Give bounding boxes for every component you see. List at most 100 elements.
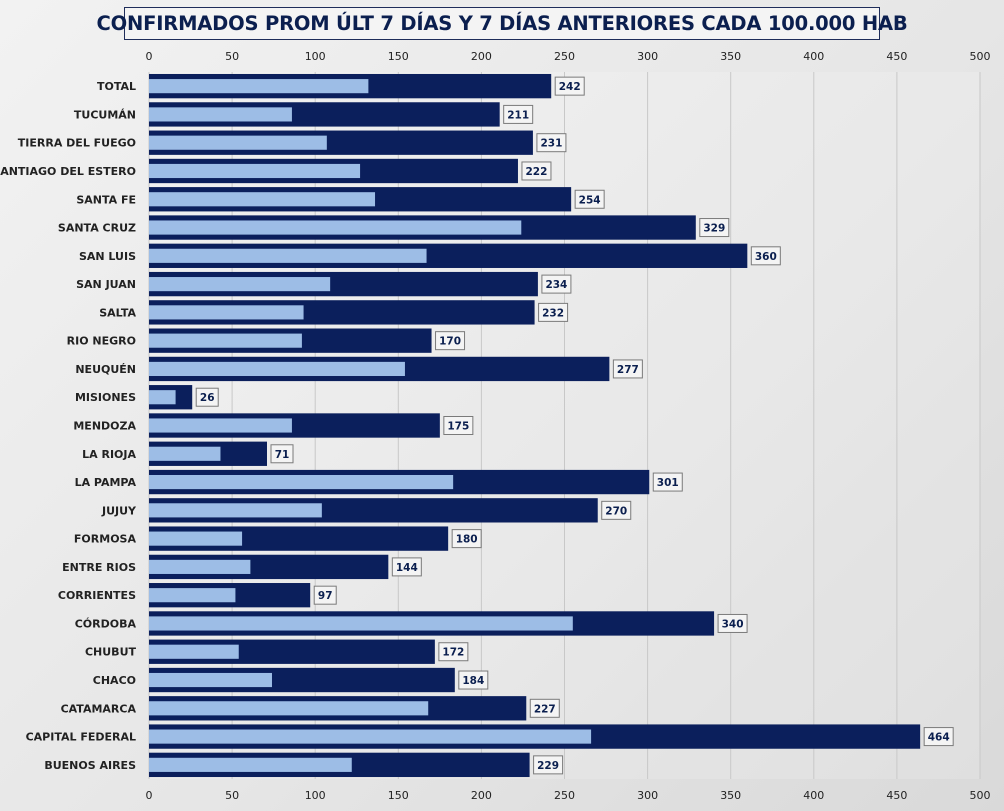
x-tick-label-top: 250 xyxy=(554,50,575,63)
bar-previous xyxy=(149,418,292,433)
category-label: CATAMARCA xyxy=(61,702,137,715)
category-label: FORMOSA xyxy=(74,533,137,546)
bar-previous xyxy=(149,503,322,518)
data-label: 222 xyxy=(526,166,548,178)
data-label-box xyxy=(699,218,730,238)
data-label: 270 xyxy=(605,505,627,517)
bar-previous xyxy=(149,305,304,320)
data-label-box xyxy=(458,670,489,690)
data-label-box xyxy=(536,133,567,153)
x-tick-label-bottom: 250 xyxy=(554,789,575,802)
bar-previous xyxy=(149,474,454,490)
bar-previous xyxy=(149,79,369,94)
data-label-box xyxy=(438,642,469,662)
category-label: LA RIOJA xyxy=(82,448,136,461)
data-label-box xyxy=(451,529,482,549)
data-label: 144 xyxy=(396,562,418,574)
data-label: 231 xyxy=(540,138,562,150)
category-label: ENTRE RIOS xyxy=(62,561,136,574)
bar-previous xyxy=(149,277,331,292)
data-label-box xyxy=(612,359,643,379)
bar-previous xyxy=(149,531,243,546)
data-label-box xyxy=(717,613,748,633)
data-label: 232 xyxy=(542,307,564,319)
category-label: CAPITAL FEDERAL xyxy=(26,731,136,744)
data-label: 229 xyxy=(537,760,559,772)
data-label-box xyxy=(521,161,552,181)
data-label-box xyxy=(195,387,219,407)
bar-previous xyxy=(149,616,573,631)
data-label-box xyxy=(574,189,605,209)
x-tick-label-bottom: 300 xyxy=(637,789,658,802)
x-tick-label-bottom: 200 xyxy=(471,789,492,802)
category-label: SANTIAGO DEL ESTERO xyxy=(0,165,136,178)
data-label: 180 xyxy=(456,534,478,546)
bar-previous xyxy=(149,757,352,772)
bar-previous xyxy=(149,701,429,716)
bar-previous xyxy=(149,644,239,659)
bar-previous xyxy=(149,163,361,179)
bar-previous xyxy=(149,446,221,461)
data-label-box xyxy=(529,698,560,718)
bar-previous xyxy=(149,559,251,574)
bar-previous xyxy=(149,248,427,263)
data-label-box xyxy=(652,472,683,492)
category-label: CHACO xyxy=(93,674,136,687)
x-tick-label-top: 100 xyxy=(305,50,326,63)
data-label: 211 xyxy=(507,109,529,121)
data-label-box xyxy=(923,727,954,747)
category-label: SANTA CRUZ xyxy=(58,222,136,235)
category-label: SAN JUAN xyxy=(76,278,136,291)
data-label: 227 xyxy=(534,703,556,715)
x-tick-label-bottom: 150 xyxy=(388,789,409,802)
category-label: LA PAMPA xyxy=(75,476,137,489)
data-label-box xyxy=(391,557,422,577)
x-tick-label-top: 450 xyxy=(886,50,907,63)
category-label: SAN LUIS xyxy=(79,250,136,263)
x-tick-label-top: 0 xyxy=(146,50,153,63)
x-tick-label-bottom: 450 xyxy=(886,789,907,802)
data-label-box xyxy=(750,246,781,266)
x-tick-label-top: 300 xyxy=(637,50,658,63)
bar-previous xyxy=(149,588,236,603)
x-tick-label-top: 50 xyxy=(225,50,239,63)
x-tick-label-top: 500 xyxy=(970,50,991,63)
bar-previous xyxy=(149,192,376,207)
data-label-box xyxy=(443,416,474,435)
data-label-box xyxy=(270,444,294,464)
bar-previous xyxy=(149,672,272,688)
data-label-box xyxy=(538,302,569,322)
x-tick-label-bottom: 400 xyxy=(803,789,824,802)
bar-previous xyxy=(149,729,592,744)
data-label: 71 xyxy=(275,449,290,461)
data-label: 26 xyxy=(200,392,215,404)
data-label: 242 xyxy=(559,81,581,93)
x-tick-label-top: 200 xyxy=(471,50,492,63)
x-tick-label-bottom: 0 xyxy=(146,789,153,802)
data-label: 360 xyxy=(755,251,777,263)
data-label: 170 xyxy=(439,336,461,348)
data-label-box xyxy=(313,585,337,605)
bar-previous xyxy=(149,333,302,348)
data-label: 301 xyxy=(657,477,679,489)
category-label: RIO NEGRO xyxy=(67,335,136,348)
data-label: 340 xyxy=(722,618,744,630)
x-tick-label-bottom: 500 xyxy=(970,789,991,802)
bar-previous xyxy=(149,361,405,377)
bar-previous xyxy=(149,220,522,235)
data-label-box xyxy=(601,500,632,520)
data-label: 277 xyxy=(617,364,639,376)
x-tick-label-bottom: 350 xyxy=(720,789,741,802)
category-label: TOTAL xyxy=(97,80,136,93)
category-label: MISIONES xyxy=(75,391,136,404)
data-label-box xyxy=(533,755,564,775)
category-label: TIERRA DEL FUEGO xyxy=(18,137,136,150)
category-label: CHUBUT xyxy=(85,646,137,659)
data-label-box xyxy=(503,104,534,124)
category-label: SANTA FE xyxy=(76,193,136,206)
category-label: CORRIENTES xyxy=(58,589,136,602)
data-label-box xyxy=(541,274,572,294)
x-tick-label-top: 350 xyxy=(720,50,741,63)
